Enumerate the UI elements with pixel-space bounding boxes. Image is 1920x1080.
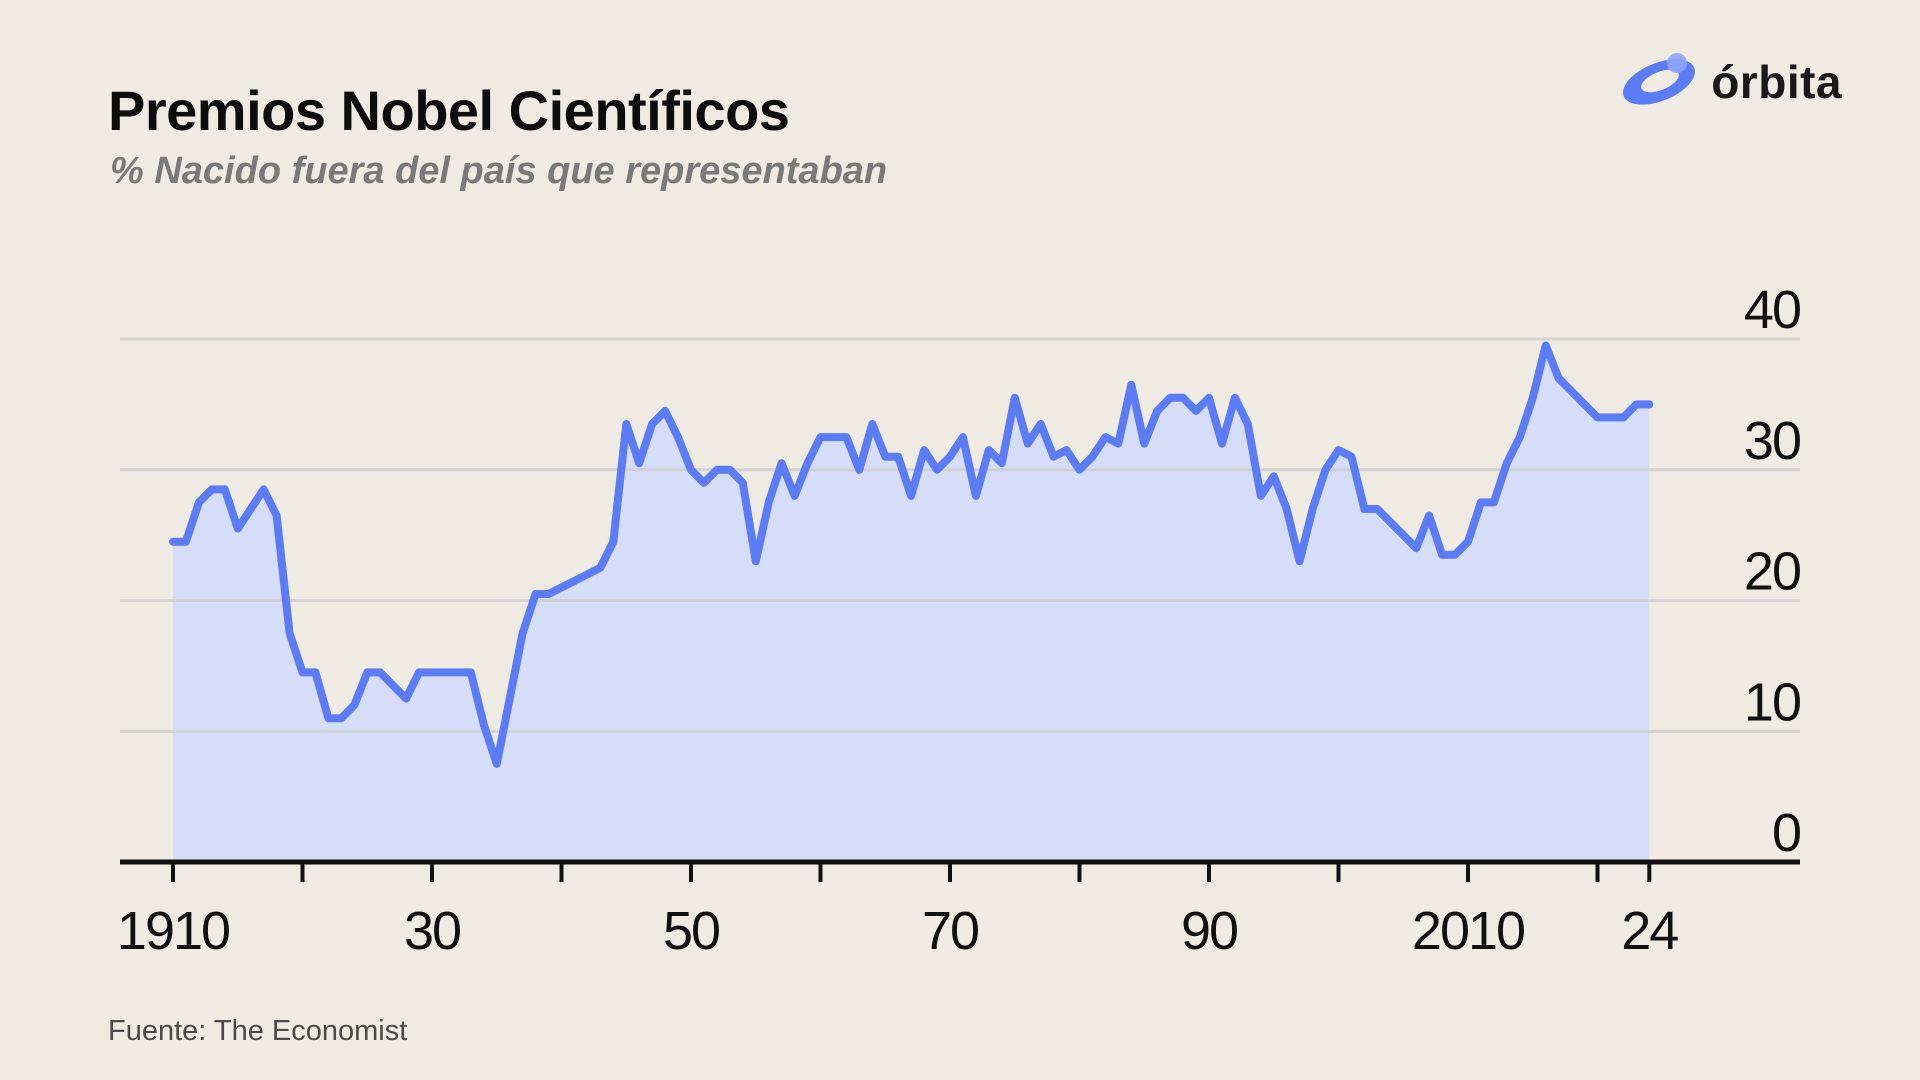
area-fill: [173, 345, 1650, 862]
y-tick-label-30: 30: [1744, 411, 1800, 471]
y-tick-label-10: 10: [1744, 672, 1800, 732]
series-line: [169, 341, 1654, 768]
chart-subtitle: % Nacido fuera del país que representaba…: [110, 150, 888, 192]
chart-title: Premios Nobel Científicos: [108, 79, 790, 142]
x-tick-label-30: 30: [404, 901, 460, 961]
x-tick-label-24: 24: [1621, 901, 1678, 961]
orbit-logo-icon: [1623, 53, 1696, 105]
y-tick-label-20: 20: [1744, 542, 1800, 602]
x-tick-label-50: 50: [663, 901, 719, 961]
y-tick-label-40: 40: [1744, 280, 1800, 340]
brand-logo: órbita: [1615, 50, 1842, 114]
source-note: Fuente: The Economist: [108, 1015, 408, 1047]
x-tick-label-1910: 1910: [117, 901, 229, 961]
x-tick-label-2010: 2010: [1412, 901, 1524, 961]
y-tick-label-0: 0: [1772, 803, 1800, 863]
brand-name: órbita: [1711, 56, 1842, 108]
x-tick-label-90: 90: [1181, 901, 1237, 961]
x-tick-label-70: 70: [922, 901, 978, 961]
